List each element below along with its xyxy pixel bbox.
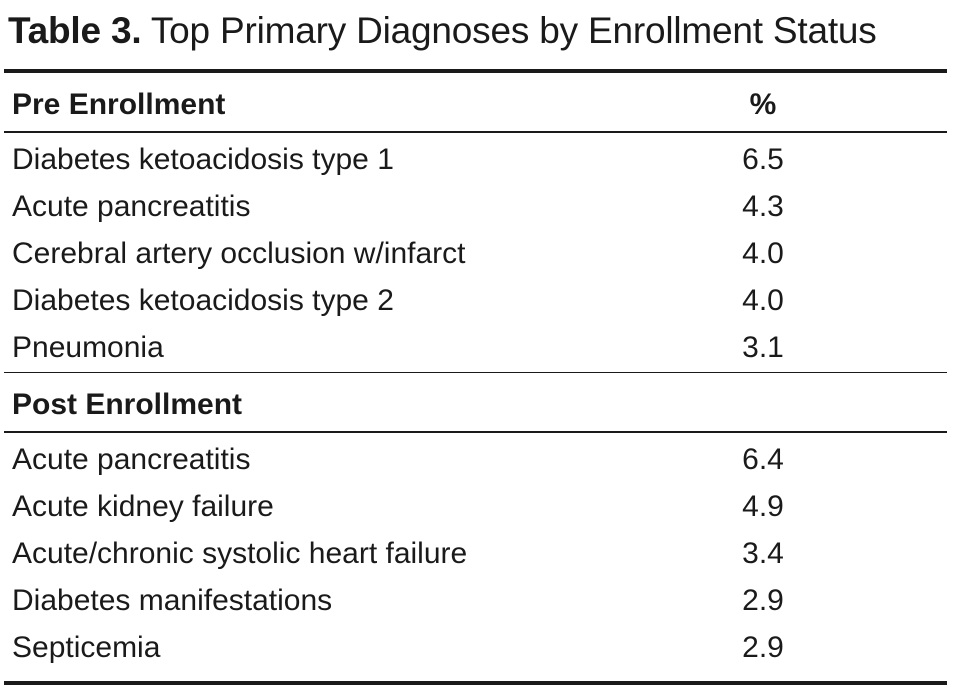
diagnosis-name: Acute kidney failure — [12, 489, 274, 523]
header-rule — [4, 431, 947, 433]
diagnosis-percent: 2.9 — [742, 583, 784, 617]
diagnoses-table: Pre Enrollment % Diabetes ketoacidosis t… — [4, 69, 947, 685]
table-row: Diabetes manifestations 2.9 — [4, 578, 947, 625]
post-enrollment-heading: Post Enrollment — [12, 388, 243, 421]
table-title: Top Primary Diagnoses by Enrollment Stat… — [150, 10, 877, 51]
table-row: Acute pancreatitis 4.3 — [4, 184, 947, 231]
table-row: Septicemia 2.9 — [4, 625, 947, 681]
diagnosis-percent: 2.9 — [742, 630, 784, 664]
pre-enrollment-header-row: Pre Enrollment % — [4, 73, 947, 131]
diagnosis-name: Diabetes manifestations — [12, 583, 333, 617]
diagnosis-name: Septicemia — [12, 630, 161, 664]
table-number: Table 3. — [8, 10, 142, 51]
diagnosis-name: Acute/chronic systolic heart failure — [12, 536, 468, 570]
bottom-rule — [4, 680, 947, 685]
section-rule — [4, 371, 947, 373]
header-rule — [4, 131, 947, 133]
percent-column-header: % — [749, 88, 777, 121]
diagnosis-name: Acute pancreatitis — [12, 442, 251, 476]
table-row: Acute/chronic systolic heart failure 3.4 — [4, 531, 947, 578]
pre-enrollment-heading: Pre Enrollment — [12, 88, 226, 121]
top-rule — [4, 69, 947, 73]
diagnosis-percent: 3.1 — [742, 330, 784, 364]
diagnosis-percent: 4.0 — [742, 283, 784, 317]
diagnosis-name: Diabetes ketoacidosis type 2 — [12, 283, 394, 317]
diagnosis-percent: 6.5 — [742, 142, 784, 176]
table-row: Pneumonia 3.1 — [4, 325, 947, 372]
diagnosis-name: Cerebral artery occlusion w/infarct — [12, 236, 466, 270]
diagnosis-percent: 4.0 — [742, 236, 784, 270]
diagnosis-percent: 3.4 — [742, 536, 784, 570]
diagnosis-name: Pneumonia — [12, 330, 164, 364]
table-caption: Table 3. Top Primary Diagnoses by Enroll… — [8, 8, 877, 54]
table-row: Acute pancreatitis 6.4 — [4, 433, 947, 484]
table-row: Acute kidney failure 4.9 — [4, 484, 947, 531]
diagnosis-percent: 4.9 — [742, 489, 784, 523]
diagnosis-percent: 6.4 — [742, 442, 784, 476]
table-row: Cerebral artery occlusion w/infarct 4.0 — [4, 231, 947, 278]
diagnosis-percent: 4.3 — [742, 189, 784, 223]
table-row: Diabetes ketoacidosis type 1 6.5 — [4, 133, 947, 184]
post-enrollment-header-row: Post Enrollment — [4, 373, 947, 431]
diagnosis-name: Diabetes ketoacidosis type 1 — [12, 142, 394, 176]
diagnosis-name: Acute pancreatitis — [12, 189, 251, 223]
table-row: Diabetes ketoacidosis type 2 4.0 — [4, 278, 947, 325]
